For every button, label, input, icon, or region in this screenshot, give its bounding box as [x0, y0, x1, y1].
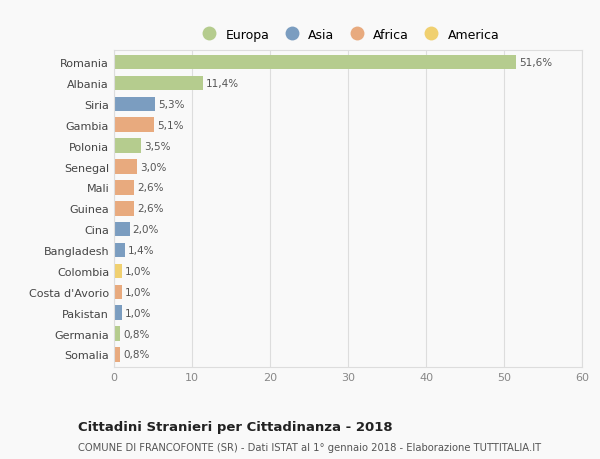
Bar [114, 243, 125, 258]
Bar [114, 347, 120, 362]
Bar [114, 139, 142, 154]
Text: 1,0%: 1,0% [125, 287, 151, 297]
Bar [114, 306, 122, 320]
Text: 2,6%: 2,6% [137, 204, 164, 214]
Text: 5,1%: 5,1% [157, 121, 184, 130]
Bar [114, 77, 203, 91]
Legend: Europa, Asia, Africa, America: Europa, Asia, Africa, America [193, 25, 503, 45]
Bar [114, 160, 137, 174]
Bar [114, 223, 130, 237]
Text: Cittadini Stranieri per Cittadinanza - 2018: Cittadini Stranieri per Cittadinanza - 2… [78, 420, 392, 433]
Bar [114, 285, 122, 299]
Text: 0,8%: 0,8% [124, 350, 150, 360]
Bar [114, 181, 134, 195]
Text: 2,0%: 2,0% [133, 225, 159, 235]
Bar [114, 264, 122, 279]
Text: 1,0%: 1,0% [125, 308, 151, 318]
Bar [114, 56, 517, 70]
Text: 1,0%: 1,0% [125, 266, 151, 276]
Text: 0,8%: 0,8% [124, 329, 150, 339]
Text: 51,6%: 51,6% [520, 58, 553, 68]
Bar [114, 97, 155, 112]
Text: COMUNE DI FRANCOFONTE (SR) - Dati ISTAT al 1° gennaio 2018 - Elaborazione TUTTIT: COMUNE DI FRANCOFONTE (SR) - Dati ISTAT … [78, 442, 541, 452]
Text: 11,4%: 11,4% [206, 79, 239, 89]
Text: 1,4%: 1,4% [128, 246, 155, 256]
Text: 2,6%: 2,6% [137, 183, 164, 193]
Bar [114, 326, 120, 341]
Text: 3,0%: 3,0% [140, 162, 167, 172]
Text: 5,3%: 5,3% [158, 100, 185, 110]
Bar [114, 202, 134, 216]
Bar [114, 118, 154, 133]
Text: 3,5%: 3,5% [145, 141, 171, 151]
